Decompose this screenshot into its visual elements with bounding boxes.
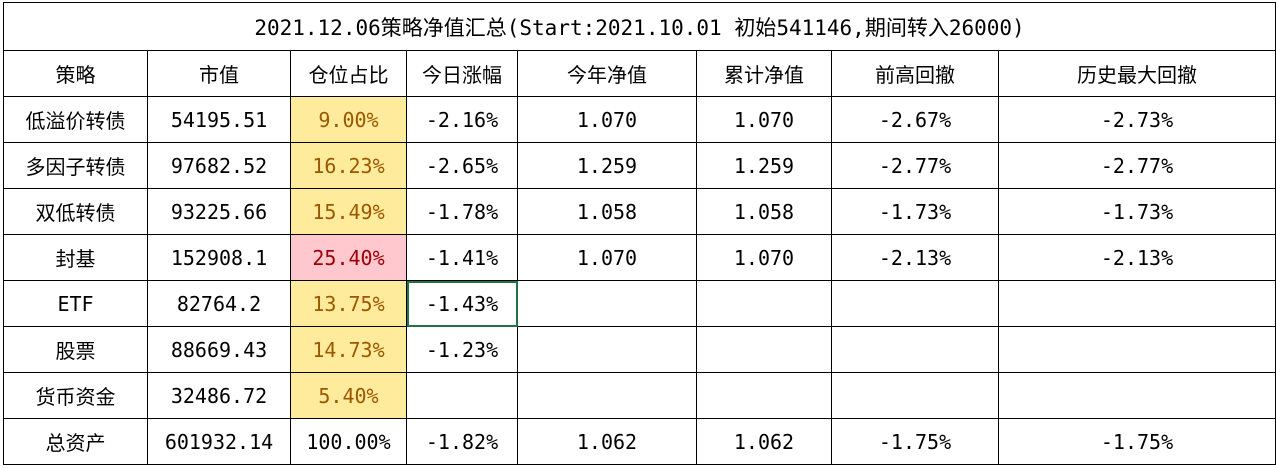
empty-cell bbox=[406, 372, 518, 419]
empty-cell bbox=[517, 280, 697, 327]
cell: -2.16% bbox=[406, 96, 518, 143]
data-row: 多因子转债 97682.52 16.23% -2.65% 1.259 1.259 -2.77… bbox=[3, 142, 1276, 189]
title-row: 2021.12.06策略净值汇总(Start:2021.10.01 初始5411… bbox=[3, 2, 1276, 51]
cell: -1.75% bbox=[831, 418, 999, 465]
table-title: 2021.12.06策略净值汇总(Start:2021.10.01 初始5411… bbox=[3, 2, 1276, 51]
empty-cell bbox=[831, 280, 999, 327]
cell: 601932.14 bbox=[147, 418, 291, 465]
header-cell: 前高回撤 bbox=[831, 50, 999, 97]
cell: 5.40% bbox=[290, 372, 407, 419]
empty-cell bbox=[696, 326, 832, 373]
cell: 1.070 bbox=[696, 96, 832, 143]
cell: 股票 bbox=[3, 326, 148, 373]
cell: 1.070 bbox=[696, 234, 832, 281]
cell: 总资产 bbox=[3, 418, 148, 465]
data-row: 货币资金 32486.72 5.40% bbox=[3, 372, 1276, 419]
cell: 多因子转债 bbox=[3, 142, 148, 189]
empty-cell bbox=[998, 372, 1276, 419]
header-row: 策略 市值 仓位占比 今日涨幅 今年净值 累计净值 前高回撤 历史最大回撤 bbox=[3, 50, 1276, 97]
cell: 1.259 bbox=[696, 142, 832, 189]
cell: -1.75% bbox=[998, 418, 1276, 465]
empty-cell bbox=[998, 280, 1276, 327]
cell: -2.67% bbox=[831, 96, 999, 143]
cell: -1.43% bbox=[406, 280, 518, 327]
header-cell: 今日涨幅 bbox=[406, 50, 518, 97]
cell: -1.73% bbox=[831, 188, 999, 235]
cell: 封基 bbox=[3, 234, 148, 281]
empty-cell bbox=[517, 372, 697, 419]
header-cell: 仓位占比 bbox=[290, 50, 407, 97]
cell: 1.062 bbox=[517, 418, 697, 465]
cell: 16.23% bbox=[290, 142, 407, 189]
cell: 低溢价转债 bbox=[3, 96, 148, 143]
cell: -1.73% bbox=[998, 188, 1276, 235]
cell: 152908.1 bbox=[147, 234, 291, 281]
cell: 1.070 bbox=[517, 234, 697, 281]
cell: 1.058 bbox=[696, 188, 832, 235]
cell: 双低转债 bbox=[3, 188, 148, 235]
empty-cell bbox=[831, 372, 999, 419]
cell: -2.13% bbox=[998, 234, 1276, 281]
summary-table: 2021.12.06策略净值汇总(Start:2021.10.01 初始5411… bbox=[3, 2, 1276, 465]
cell: 9.00% bbox=[290, 96, 407, 143]
cell: 25.40% bbox=[290, 234, 407, 281]
data-row: 低溢价转债 54195.51 9.00% -2.16% 1.070 1.070 -2.67%… bbox=[3, 96, 1276, 143]
data-row: 双低转债 93225.66 15.49% -1.78% 1.058 1.058 -1.73%… bbox=[3, 188, 1276, 235]
cell: -2.73% bbox=[998, 96, 1276, 143]
cell: 82764.2 bbox=[147, 280, 291, 327]
cell: -2.13% bbox=[831, 234, 999, 281]
cell: 54195.51 bbox=[147, 96, 291, 143]
empty-cell bbox=[998, 326, 1276, 373]
empty-cell bbox=[517, 326, 697, 373]
cell: ETF bbox=[3, 280, 148, 327]
cell: 1.062 bbox=[696, 418, 832, 465]
cell: -1.23% bbox=[406, 326, 518, 373]
cell: -2.77% bbox=[831, 142, 999, 189]
header-cell: 市值 bbox=[147, 50, 291, 97]
cell: 13.75% bbox=[290, 280, 407, 327]
header-cell: 策略 bbox=[3, 50, 148, 97]
cell: 1.058 bbox=[517, 188, 697, 235]
empty-cell bbox=[696, 280, 832, 327]
empty-cell bbox=[831, 326, 999, 373]
cell: -2.65% bbox=[406, 142, 518, 189]
data-row: 封基 152908.1 25.40% -1.41% 1.070 1.070 -2.13% -2… bbox=[3, 234, 1276, 281]
cell: 100.00% bbox=[290, 418, 407, 465]
cell: 93225.66 bbox=[147, 188, 291, 235]
data-row: 总资产 601932.14 100.00% -1.82% 1.062 1.062 -1.75… bbox=[3, 418, 1276, 465]
cell: -2.77% bbox=[998, 142, 1276, 189]
cell: -1.78% bbox=[406, 188, 518, 235]
data-row: 股票 88669.43 14.73% -1.23% bbox=[3, 326, 1276, 373]
cell: -1.41% bbox=[406, 234, 518, 281]
cell: 97682.52 bbox=[147, 142, 291, 189]
header-cell: 累计净值 bbox=[696, 50, 832, 97]
cell: 14.73% bbox=[290, 326, 407, 373]
table-body: 2021.12.06策略净值汇总(Start:2021.10.01 初始5411… bbox=[3, 2, 1276, 465]
cell: 1.070 bbox=[517, 96, 697, 143]
cell: 32486.72 bbox=[147, 372, 291, 419]
empty-cell bbox=[696, 372, 832, 419]
cell: -1.82% bbox=[406, 418, 518, 465]
header-cell: 历史最大回撤 bbox=[998, 50, 1276, 97]
cell: 1.259 bbox=[517, 142, 697, 189]
cell: 15.49% bbox=[290, 188, 407, 235]
cell: 货币资金 bbox=[3, 372, 148, 419]
header-cell: 今年净值 bbox=[517, 50, 697, 97]
cell: 88669.43 bbox=[147, 326, 291, 373]
data-row: ETF 82764.2 13.75% -1.43% bbox=[3, 280, 1276, 327]
